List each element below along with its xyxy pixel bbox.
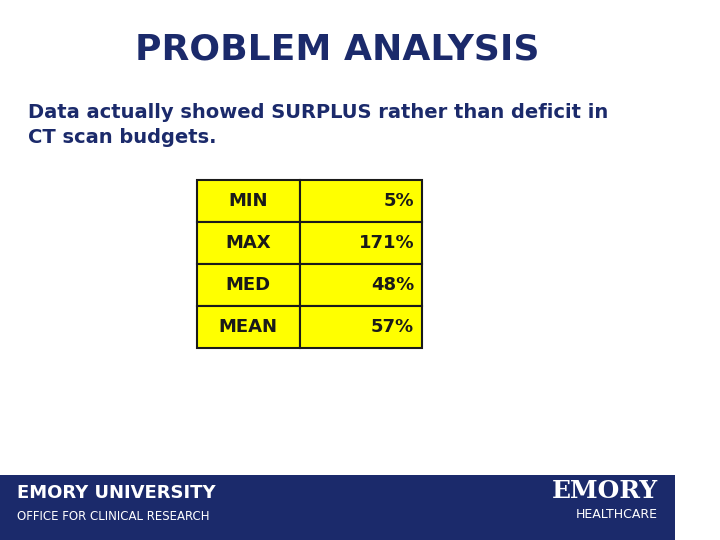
Text: MEAN: MEAN <box>219 318 278 336</box>
Text: 5%: 5% <box>384 192 414 210</box>
Text: EMORY: EMORY <box>552 479 657 503</box>
FancyBboxPatch shape <box>300 222 422 264</box>
Text: MAX: MAX <box>225 234 271 252</box>
FancyBboxPatch shape <box>300 180 422 222</box>
FancyBboxPatch shape <box>197 306 300 348</box>
Text: 171%: 171% <box>359 234 414 252</box>
Text: MIN: MIN <box>228 192 268 210</box>
Text: PROBLEM ANALYSIS: PROBLEM ANALYSIS <box>135 33 539 67</box>
Text: 48%: 48% <box>371 276 414 294</box>
Bar <box>0 475 675 540</box>
FancyBboxPatch shape <box>300 264 422 306</box>
FancyBboxPatch shape <box>197 180 300 222</box>
Text: Data actually showed SURPLUS rather than deficit in
CT scan budgets.: Data actually showed SURPLUS rather than… <box>28 103 608 147</box>
Text: HEALTHCARE: HEALTHCARE <box>575 509 657 522</box>
Text: MED: MED <box>225 276 271 294</box>
FancyBboxPatch shape <box>197 222 300 264</box>
Text: EMORY UNIVERSITY: EMORY UNIVERSITY <box>17 484 215 502</box>
FancyBboxPatch shape <box>300 306 422 348</box>
FancyBboxPatch shape <box>197 264 300 306</box>
Text: OFFICE FOR CLINICAL RESEARCH: OFFICE FOR CLINICAL RESEARCH <box>17 510 210 523</box>
Text: 57%: 57% <box>371 318 414 336</box>
